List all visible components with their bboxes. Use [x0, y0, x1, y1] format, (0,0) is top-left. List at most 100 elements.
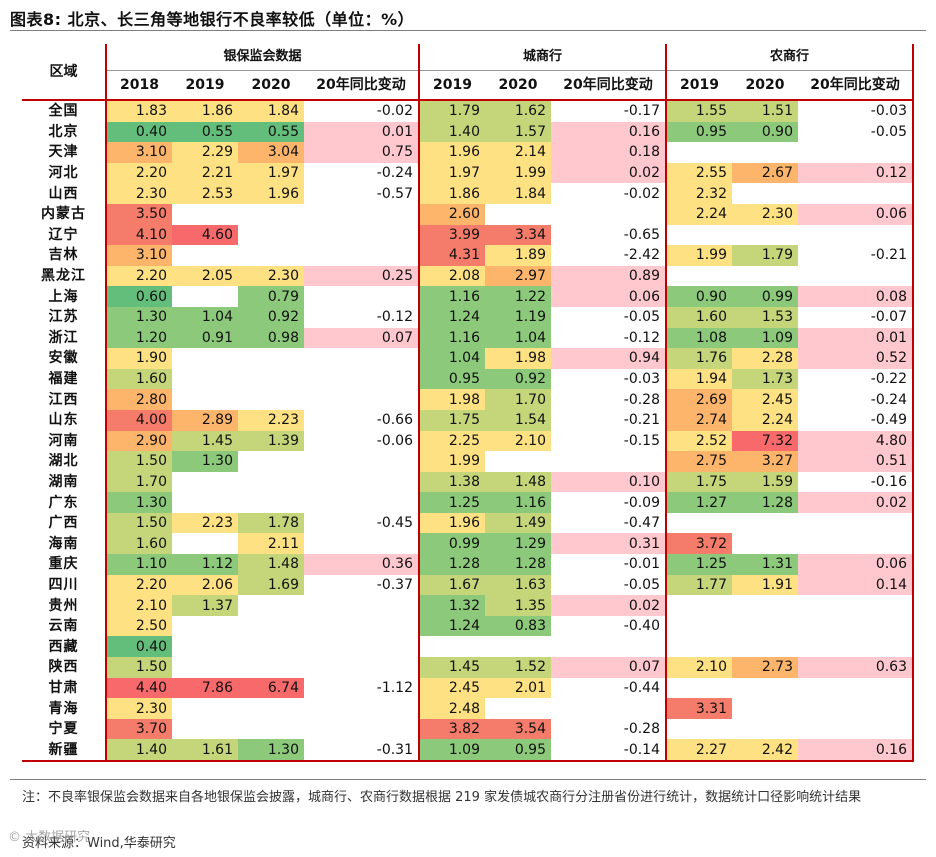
- table-row: 云南 2.50 1.24 0.83 -0.40: [22, 615, 914, 637]
- rural-cell: [732, 595, 798, 616]
- rural-cell: 1.09: [732, 327, 798, 349]
- rural-cell: 2.55: [666, 162, 732, 184]
- cbirc-cell: 2.20: [106, 265, 172, 287]
- city-cell: 1.49: [485, 512, 551, 534]
- city-cell: 1.24: [419, 615, 485, 637]
- region-cell: 浙江: [22, 327, 107, 349]
- city-cell: 1.04: [485, 327, 551, 349]
- table-row: 吉林 3.10 4.31 1.89 -2.42 1.99 1.79 -0.21: [22, 245, 914, 266]
- city-cell: 1.62: [485, 100, 551, 122]
- table-row: 湖北 1.50 1.30 1.99 2.75 3.27 0.51: [22, 451, 914, 472]
- city-cell: 1.84: [485, 183, 551, 204]
- rural-cell: [798, 183, 914, 204]
- header-sub-row: 2018 2019 2020 20年同比变动 2019 2020 20年同比变动…: [22, 70, 914, 101]
- cbirc-cell: 1.90: [106, 348, 172, 369]
- cbirc-cell: [304, 471, 420, 493]
- region-cell: 江西: [22, 389, 107, 410]
- cbirc-cell: 1.60: [106, 368, 172, 390]
- cbirc-cell: 0.75: [304, 142, 420, 163]
- rural-cell: [732, 698, 798, 719]
- rural-cell: 1.53: [732, 306, 798, 328]
- city-cell: 1.28: [419, 554, 485, 575]
- rural-cell: -0.24: [798, 389, 914, 410]
- rural-cell: [732, 636, 798, 657]
- city-cell: 1.16: [485, 492, 551, 513]
- city-cell: 0.95: [419, 368, 485, 390]
- cbirc-cell: [304, 636, 420, 658]
- cbirc-cell: -0.37: [304, 574, 420, 596]
- rural-cell: 0.08: [798, 286, 914, 307]
- rural-cell: 1.59: [732, 471, 798, 493]
- cbirc-cell: 1.97: [238, 162, 304, 184]
- cbirc-cell: [304, 348, 420, 369]
- city-cell: -0.05: [551, 306, 667, 328]
- cbirc-cell: 2.50: [106, 615, 172, 637]
- rural-cell: 2.75: [666, 451, 732, 472]
- city-cell: 0.99: [419, 533, 485, 555]
- city-cell: 1.86: [419, 183, 485, 204]
- city-cell: 1.09: [419, 739, 485, 762]
- rural-cell: 0.99: [732, 286, 798, 307]
- region-cell: 四川: [22, 574, 107, 596]
- cbirc-cell: [304, 615, 420, 637]
- cbirc-cell: 4.10: [106, 224, 172, 246]
- city-cell: [485, 636, 551, 657]
- cbirc-cell: 1.50: [106, 512, 172, 534]
- region-cell: 湖南: [22, 471, 107, 493]
- cbirc-cell: [304, 451, 420, 472]
- npl-table-container: 区域 银保监会数据 城商行 农商行 2018 2019 2020 20年同比变动…: [22, 44, 914, 762]
- rural-cell: 0.14: [798, 574, 914, 596]
- cbirc-cell: [238, 389, 304, 410]
- rural-cell: 2.30: [732, 203, 798, 225]
- rural-cell: -0.16: [798, 471, 914, 493]
- rural-cell: -0.22: [798, 368, 914, 390]
- table-row: 安徽 1.90 1.04 1.98 0.94 1.76 2.28 0.52: [22, 348, 914, 369]
- cbirc-cell: 2.80: [106, 389, 172, 410]
- region-cell: 新疆: [22, 739, 107, 762]
- cbirc-cell: [304, 595, 420, 616]
- region-cell: 宁夏: [22, 718, 107, 740]
- rural-cell: 0.51: [798, 451, 914, 472]
- cbirc-cell: [172, 533, 238, 554]
- table-row: 内蒙古 3.50 2.60 2.24 2.30 0.06: [22, 203, 914, 225]
- cbirc-cell: -0.24: [304, 162, 420, 184]
- table-row: 上海 0.60 0.79 1.16 1.22 0.06 0.90 0.99 0.08: [22, 286, 914, 307]
- city-cell: 1.28: [485, 554, 551, 575]
- cbirc-cell: -0.57: [304, 183, 420, 204]
- rural-cell: [798, 142, 914, 163]
- region-cell: 黑龙江: [22, 265, 107, 287]
- cbirc-cell: -0.06: [304, 430, 420, 452]
- cbirc-cell: 2.30: [106, 698, 172, 719]
- region-cell: 青海: [22, 698, 107, 719]
- city-cell: -0.40: [551, 615, 667, 637]
- cbirc-cell: [304, 657, 420, 678]
- table-row: 山西 2.30 2.53 1.96 -0.57 1.86 1.84 -0.02 2.32: [22, 183, 914, 204]
- watermark: © 大数据研究: [8, 830, 91, 845]
- table-row: 河南 2.90 1.45 1.39 -0.06 2.25 2.10 -0.15 2.52 7.32…: [22, 430, 914, 452]
- rural-cell: [798, 698, 914, 719]
- rural-cell: 1.75: [666, 471, 732, 493]
- city-cell: 1.99: [419, 451, 485, 472]
- cbirc-cell: 1.83: [106, 100, 172, 122]
- sub-header: 2019: [419, 70, 485, 101]
- rural-cell: -0.05: [798, 121, 914, 143]
- sub-header: 2020: [732, 70, 798, 101]
- rural-cell: 2.74: [666, 409, 732, 431]
- cbirc-cell: [304, 718, 420, 740]
- rural-cell: 0.95: [666, 121, 732, 143]
- cbirc-cell: [172, 472, 238, 493]
- rural-cell: [666, 142, 732, 163]
- region-cell: 安徽: [22, 348, 107, 369]
- cbirc-cell: 3.04: [238, 142, 304, 163]
- table-row: 江西 2.80 1.98 1.70 -0.28 2.69 2.45 -0.24: [22, 389, 914, 410]
- table-row: 海南 1.60 2.11 0.99 1.29 0.31 3.72: [22, 533, 914, 555]
- rural-cell: 0.06: [798, 203, 914, 225]
- rural-cell: 1.28: [732, 492, 798, 513]
- cbirc-cell: 4.40: [106, 677, 172, 699]
- table-row: 天津 3.10 2.29 3.04 0.75 1.96 2.14 0.18: [22, 142, 914, 163]
- footnote: 注：不良率银保监会数据来自各地银保监会披露，城商行、农商行数据根据 219 家发…: [22, 790, 862, 805]
- rural-cell: [732, 225, 798, 246]
- rural-cell: 2.32: [666, 183, 732, 204]
- cbirc-cell: -0.31: [304, 739, 420, 762]
- region-cell: 广东: [22, 492, 107, 513]
